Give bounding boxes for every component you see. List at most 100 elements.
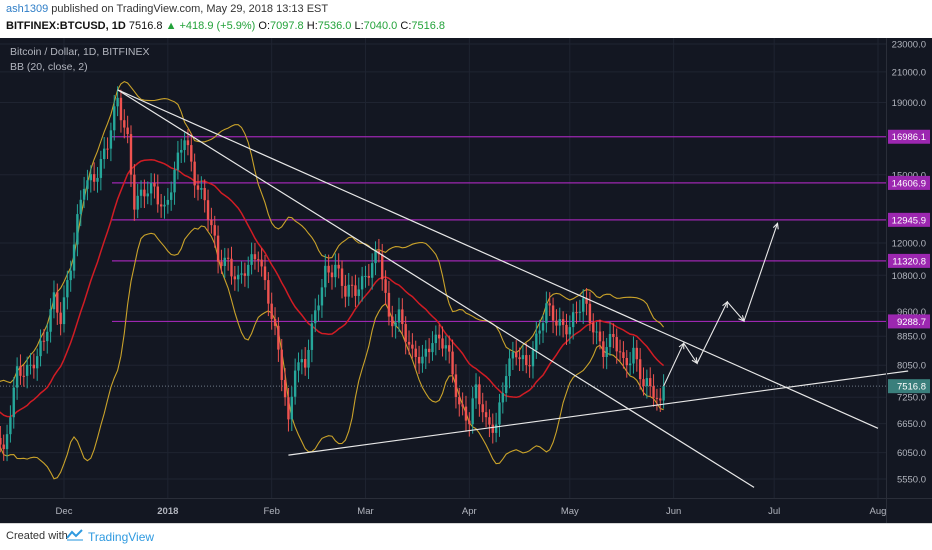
candle-body xyxy=(200,188,203,190)
candle-body xyxy=(404,324,407,342)
grid-lines xyxy=(0,38,886,498)
candle-body xyxy=(49,309,52,332)
candle-body xyxy=(397,309,401,323)
candle-body xyxy=(434,334,438,344)
candle-body xyxy=(324,265,327,288)
candle-body xyxy=(99,159,103,178)
level-price-badge xyxy=(888,175,930,190)
bb-lower-band xyxy=(0,225,664,480)
candle-body xyxy=(662,386,665,401)
candle-body xyxy=(635,347,639,360)
candle-body xyxy=(632,347,635,364)
price-axis[interactable]: 23000.0 21000.0 19000.0 15000.0 12000.0 10800… xyxy=(886,38,931,523)
candle-body xyxy=(474,384,478,399)
candle-body xyxy=(213,225,216,236)
candle-body xyxy=(300,359,304,363)
last-price-label: 7516.8 xyxy=(897,382,926,393)
symbol-name: BITFINEX:BTCUSD, 1D xyxy=(6,20,126,32)
candle-body xyxy=(180,149,183,153)
candle-body xyxy=(431,343,434,353)
tradingview-logo-icon xyxy=(66,529,83,541)
candle-body xyxy=(310,323,314,350)
candle-body xyxy=(551,305,555,321)
candle-body xyxy=(56,292,59,313)
level-price-label: 9288.7 xyxy=(897,317,926,328)
candle-body xyxy=(421,356,424,364)
candle-body xyxy=(193,161,196,186)
price-tick-label: 7250.0 xyxy=(897,393,926,404)
candle-body xyxy=(280,349,283,380)
tradingview-brand-link[interactable]: TradingView xyxy=(88,530,155,544)
candle-body xyxy=(257,259,260,261)
candle-body xyxy=(414,348,417,357)
candle-body xyxy=(548,303,551,306)
candle-body xyxy=(568,327,572,335)
candle-body xyxy=(52,292,56,310)
candle-body xyxy=(0,437,2,445)
candle-body xyxy=(146,193,149,197)
candle-body xyxy=(558,319,561,326)
price-tick-label: 6050.0 xyxy=(897,448,926,459)
candle-body xyxy=(92,174,96,182)
candle-body xyxy=(444,345,448,349)
price-tick-label: 8850.0 xyxy=(897,332,926,343)
price-tick-label: 6650.0 xyxy=(897,419,926,430)
candle-body xyxy=(153,182,156,187)
candle-body xyxy=(216,235,220,262)
candle-body xyxy=(79,199,82,215)
candle-body xyxy=(260,259,263,267)
candle-body xyxy=(173,169,176,193)
time-tick-label: Apr xyxy=(462,506,477,517)
candle-body xyxy=(12,387,15,418)
candle-body xyxy=(498,402,501,425)
candle-body xyxy=(605,347,608,358)
chart-area[interactable]: 23000.0 21000.0 19000.0 15000.0 12000.0 10800… xyxy=(0,38,932,523)
candle-body xyxy=(283,379,287,398)
candle-body xyxy=(555,320,558,326)
candle-body xyxy=(448,345,451,352)
candle-body xyxy=(243,273,247,276)
candle-body xyxy=(290,396,293,420)
candle-body xyxy=(441,338,444,349)
price-chart[interactable]: 23000.0 21000.0 19000.0 15000.0 12000.0 10800… xyxy=(0,38,932,523)
candle-body xyxy=(102,148,106,160)
publisher-link[interactable]: ash1309 xyxy=(6,3,49,15)
candle-body xyxy=(437,334,441,339)
candle-body xyxy=(608,334,612,348)
symbol-info: BITFINEX:BTCUSD, 1D 7516.8 ▲ +418.9 (+5.… xyxy=(6,20,445,32)
candle-body xyxy=(582,298,585,312)
candle-body xyxy=(411,344,414,349)
chart-title: Bitcoin / Dollar, 1D, BITFINEX xyxy=(10,46,149,58)
projection-path xyxy=(663,222,779,387)
publish-info: ash1309 published on TradingView.com, Ma… xyxy=(6,3,328,15)
candle-body xyxy=(461,404,464,407)
candle-body xyxy=(488,417,491,425)
candle-body xyxy=(226,257,230,259)
candle-body xyxy=(357,289,360,296)
candle-body xyxy=(169,192,173,200)
candle-body xyxy=(494,424,498,433)
time-axis[interactable]: Dec 2018 Feb Mar Apr May Jun Jul Aug xyxy=(0,498,932,518)
candle-body xyxy=(126,127,129,135)
candle-body xyxy=(136,195,139,210)
projection-arrow xyxy=(678,342,685,350)
candle-body xyxy=(451,351,454,375)
candle-body xyxy=(263,266,267,281)
candle-body xyxy=(612,334,615,338)
low-label: L: xyxy=(354,20,364,32)
candle-body xyxy=(334,264,337,278)
level-price-label: 12945.9 xyxy=(892,215,926,226)
candle-body xyxy=(464,406,468,421)
time-tick-label: Feb xyxy=(263,506,279,517)
candle-body xyxy=(5,434,9,450)
candle-body xyxy=(571,312,575,328)
low-value: 7040.0 xyxy=(363,20,398,32)
candle-body xyxy=(578,311,582,313)
candle-body xyxy=(561,319,565,325)
candle-body xyxy=(233,276,237,280)
candle-body xyxy=(22,375,26,377)
level-price-label: 14606.9 xyxy=(892,178,926,189)
price-tick-label: 5550.0 xyxy=(897,475,926,486)
candle-body xyxy=(62,297,66,325)
candle-body xyxy=(133,174,136,210)
